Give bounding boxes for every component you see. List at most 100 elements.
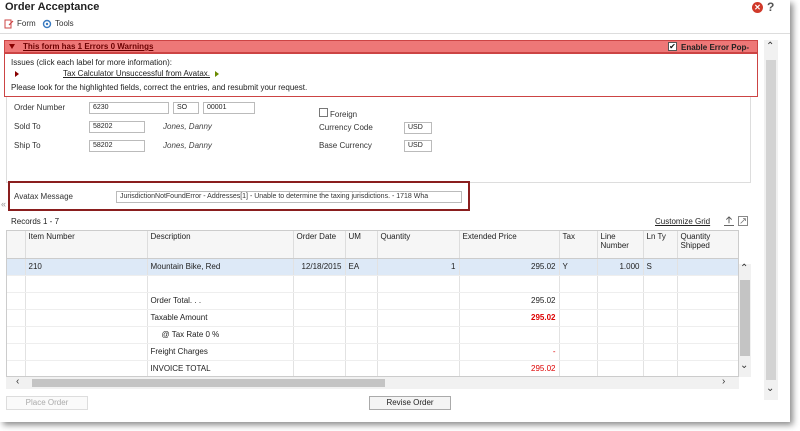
collapse-left-icon[interactable]: « xyxy=(1,199,7,209)
menu-form[interactable]: Form xyxy=(4,19,36,29)
grid-cell xyxy=(677,292,738,310)
expand-arrow-icon[interactable] xyxy=(15,71,19,77)
row-select-cell[interactable] xyxy=(7,258,26,276)
grid-cell[interactable] xyxy=(25,275,148,293)
summary-label: @ Tax Rate 0 % xyxy=(147,326,294,344)
avatax-message-label: Avatax Message xyxy=(14,192,73,201)
error-summary-link[interactable]: This form has 1 Errors 0 Warnings xyxy=(23,42,154,51)
grid-cell[interactable] xyxy=(377,275,460,293)
grid-cell xyxy=(597,309,644,327)
order-type-field[interactable]: SO xyxy=(173,102,199,114)
grid-cell[interactable] xyxy=(7,275,26,293)
order-company-field[interactable]: 00001 xyxy=(203,102,255,114)
ship-to-field[interactable]: 58202 xyxy=(89,140,145,152)
line-number-cell[interactable]: 1.000 xyxy=(597,258,644,276)
ln-ty-cell[interactable]: S xyxy=(643,258,678,276)
scroll-down-icon[interactable]: ⌄ xyxy=(740,360,749,371)
foreign-checkbox[interactable] xyxy=(319,108,328,117)
collapse-triangle-icon[interactable] xyxy=(9,44,15,49)
grid-cell[interactable] xyxy=(345,275,378,293)
grid-cell xyxy=(7,309,26,327)
scroll-right-icon[interactable]: › xyxy=(722,376,726,387)
col-quantity[interactable]: Quantity xyxy=(377,231,460,259)
page-scroll-down-icon[interactable]: ⌄ xyxy=(766,383,775,394)
page-scroll-up-icon[interactable]: ⌃ xyxy=(766,41,775,52)
um-cell[interactable]: EA xyxy=(345,258,378,276)
grid-cell xyxy=(643,360,678,376)
close-icon[interactable]: ✕ xyxy=(752,2,763,13)
summary-row-freight: Freight Charges - xyxy=(7,343,738,361)
table-row[interactable] xyxy=(7,275,738,293)
issue-link-avatax[interactable]: Tax Calculator Unsuccessful from Avatax. xyxy=(63,69,211,78)
grid-cell[interactable] xyxy=(677,275,738,293)
grid-vertical-scroll-thumb[interactable] xyxy=(740,280,750,356)
grid-cell[interactable] xyxy=(293,275,346,293)
export-icon[interactable] xyxy=(724,216,734,226)
help-icon[interactable]: ? xyxy=(767,0,775,14)
quantity-cell[interactable]: 1 xyxy=(377,258,460,276)
form-vertical-scrollbar[interactable]: ⌃ ⌄ xyxy=(764,40,778,400)
grid-cell xyxy=(25,343,148,361)
grid-cell xyxy=(677,343,738,361)
currency-code-field[interactable]: USD xyxy=(404,122,432,134)
description-cell[interactable]: Mountain Bike, Red xyxy=(147,258,294,276)
base-currency-field[interactable]: USD xyxy=(404,140,432,152)
enable-error-popups-checkbox[interactable]: ✔ xyxy=(668,42,677,51)
grid-cell[interactable] xyxy=(559,275,598,293)
go-arrow-icon[interactable] xyxy=(215,71,219,77)
col-ln-ty[interactable]: Ln Ty xyxy=(643,231,678,259)
menu-tools[interactable]: Tools xyxy=(42,19,74,29)
order-number-label: Order Number xyxy=(14,103,66,112)
summary-row-order-total: Order Total. . . 295.02 xyxy=(7,292,738,310)
col-um[interactable]: UM xyxy=(345,231,378,259)
col-select[interactable] xyxy=(7,231,26,259)
grid-cell xyxy=(345,343,378,361)
grid-cell xyxy=(345,309,378,327)
grid-cell xyxy=(677,326,738,344)
grid-vertical-scrollbar[interactable]: ⌃ ⌄ xyxy=(739,263,751,377)
grid-cell[interactable] xyxy=(459,275,560,293)
customize-grid-link[interactable]: Customize Grid xyxy=(655,217,711,226)
order-date-cell[interactable]: 12/18/2015 xyxy=(293,258,346,276)
col-quantity-shipped[interactable]: Quantity Shipped xyxy=(677,231,738,259)
grid-cell xyxy=(293,343,346,361)
col-tax[interactable]: Tax xyxy=(559,231,598,259)
summary-value: - xyxy=(459,343,560,361)
grid-cell xyxy=(377,360,460,376)
col-order-date[interactable]: Order Date xyxy=(293,231,346,259)
order-number-field[interactable]: 6230 xyxy=(89,102,169,114)
avatax-message-field[interactable]: JurisdictionNotFoundError - Addresses[1]… xyxy=(116,191,462,203)
col-item-number[interactable]: Item Number xyxy=(25,231,148,259)
summary-label: Taxable Amount xyxy=(147,309,294,327)
item-number-cell[interactable]: 210 xyxy=(25,258,148,276)
summary-value: 295.02 xyxy=(459,309,560,327)
quantity-shipped-cell[interactable] xyxy=(677,258,738,276)
issues-header: Issues (click each label for more inform… xyxy=(11,58,172,67)
order-lines-table: Item Number Description Order Date UM Qu… xyxy=(7,231,738,376)
sold-to-field[interactable]: 58202 xyxy=(89,121,145,133)
grid-cell[interactable] xyxy=(147,275,294,293)
summary-row-tax-rate: @ Tax Rate 0 % xyxy=(7,326,738,344)
col-description[interactable]: Description xyxy=(147,231,294,259)
form-scroll-thumb[interactable] xyxy=(766,60,776,380)
grid-cell xyxy=(377,292,460,310)
place-order-button[interactable]: Place Order xyxy=(6,396,88,410)
extended-price-cell[interactable]: 295.02 xyxy=(459,258,560,276)
scroll-up-icon[interactable]: ⌃ xyxy=(740,263,749,274)
maximize-grid-icon[interactable] xyxy=(738,216,748,226)
revise-order-button[interactable]: Revise Order xyxy=(369,396,451,410)
grid-cell xyxy=(25,326,148,344)
summary-label: Freight Charges xyxy=(147,343,294,361)
window-title: Order Acceptance xyxy=(5,1,100,13)
scroll-left-icon[interactable]: ‹ xyxy=(16,376,20,387)
tax-cell[interactable]: Y xyxy=(559,258,598,276)
grid-horizontal-scroll-thumb[interactable] xyxy=(32,379,385,387)
grid-cell[interactable] xyxy=(643,275,678,293)
grid-cell[interactable] xyxy=(597,275,644,293)
error-banner[interactable]: This form has 1 Errors 0 Warnings ✔ Enab… xyxy=(4,40,758,61)
grid-horizontal-scrollbar[interactable]: ‹ › xyxy=(6,376,739,389)
grid-cell xyxy=(7,343,26,361)
col-line-number[interactable]: Line Number xyxy=(597,231,644,259)
table-row[interactable]: 210 Mountain Bike, Red 12/18/2015 EA 1 2… xyxy=(7,258,738,276)
col-extended-price[interactable]: Extended Price xyxy=(459,231,560,259)
